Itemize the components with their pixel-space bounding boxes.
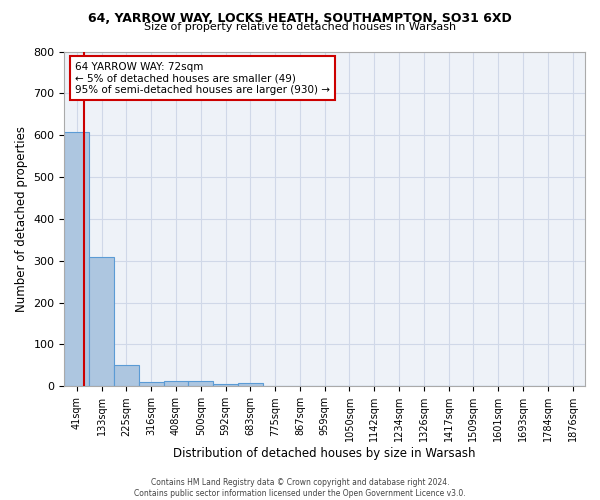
Text: Size of property relative to detached houses in Warsash: Size of property relative to detached ho… [144,22,456,32]
Text: Contains HM Land Registry data © Crown copyright and database right 2024.
Contai: Contains HM Land Registry data © Crown c… [134,478,466,498]
Y-axis label: Number of detached properties: Number of detached properties [15,126,28,312]
Text: 64, YARROW WAY, LOCKS HEATH, SOUTHAMPTON, SO31 6XD: 64, YARROW WAY, LOCKS HEATH, SOUTHAMPTON… [88,12,512,26]
Bar [238,383,263,386]
Bar [89,256,114,386]
Bar [114,366,139,386]
Bar [139,382,164,386]
Bar [213,384,238,386]
X-axis label: Distribution of detached houses by size in Warsash: Distribution of detached houses by size … [173,447,476,460]
Bar [164,382,188,386]
Bar [64,132,89,386]
Text: 64 YARROW WAY: 72sqm
← 5% of detached houses are smaller (49)
95% of semi-detach: 64 YARROW WAY: 72sqm ← 5% of detached ho… [75,62,330,94]
Bar [188,382,213,386]
